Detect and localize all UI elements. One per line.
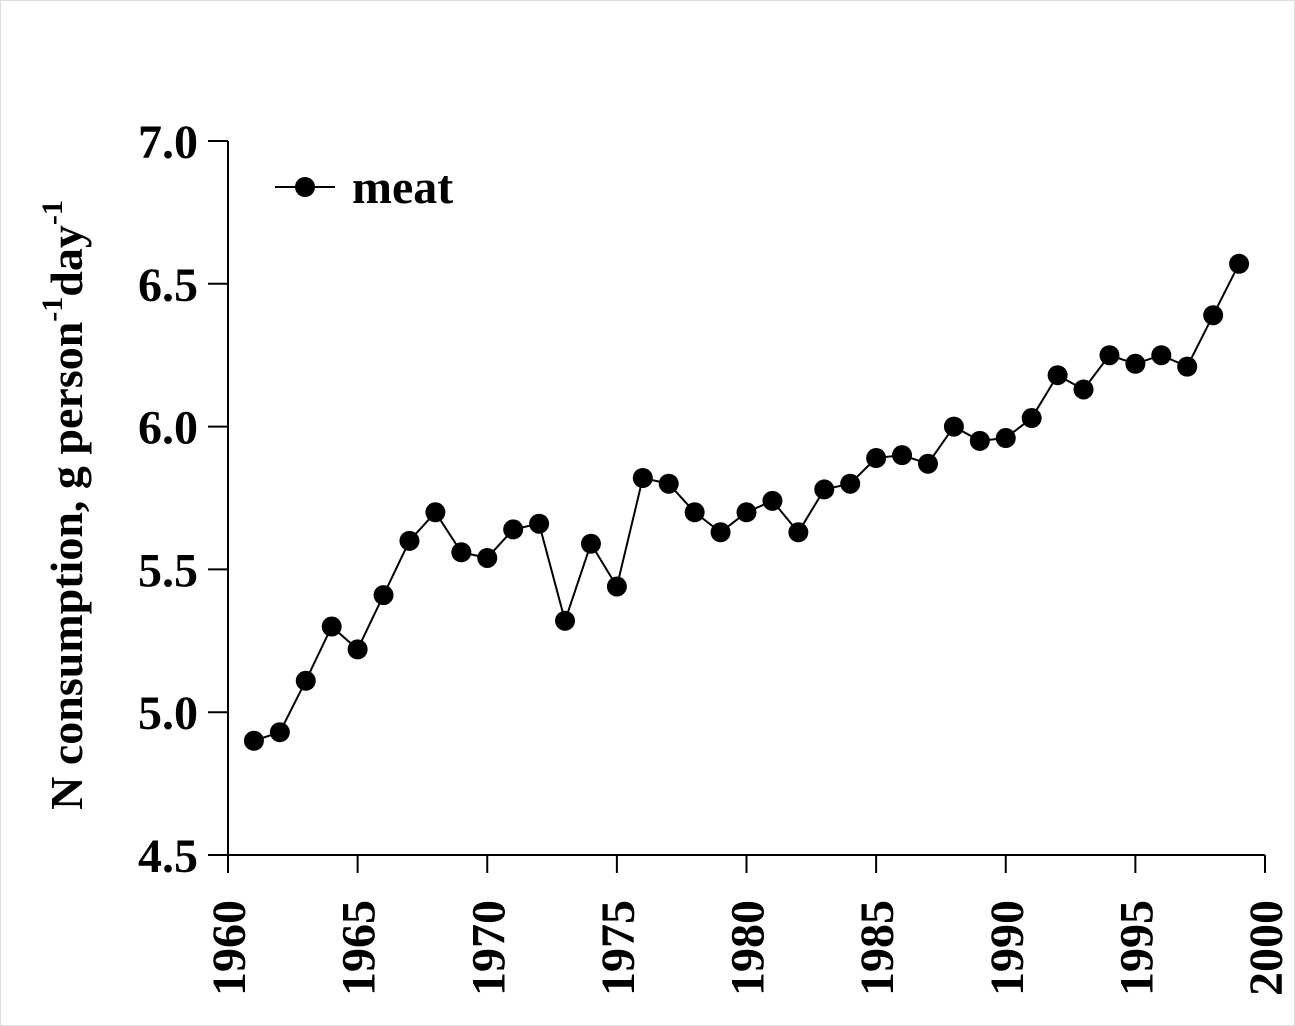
point bbox=[1177, 356, 1198, 377]
point bbox=[1073, 379, 1094, 400]
point bbox=[684, 502, 705, 523]
point bbox=[1021, 408, 1042, 429]
legend-marker bbox=[295, 177, 315, 197]
point bbox=[503, 519, 524, 540]
point bbox=[1229, 253, 1250, 274]
y-label-part: day bbox=[41, 225, 92, 297]
y-axis-label: N consumption, g person-1day-1 bbox=[36, 200, 92, 810]
point bbox=[710, 522, 731, 543]
point bbox=[943, 416, 964, 437]
y-label-part: N consumption, g person bbox=[41, 322, 92, 810]
x-tick-label: 2000 bbox=[1240, 900, 1293, 996]
point bbox=[1151, 345, 1172, 366]
point bbox=[892, 445, 913, 466]
point bbox=[606, 576, 627, 597]
y-tick-label: 4.5 bbox=[138, 830, 198, 883]
point bbox=[321, 616, 342, 637]
y-tick-label: 6.0 bbox=[138, 402, 198, 455]
point bbox=[477, 547, 498, 568]
x-tick-label: 1970 bbox=[462, 900, 515, 996]
point bbox=[1047, 365, 1068, 386]
x-tick-label: 1985 bbox=[851, 900, 904, 996]
y-tick-label: 7.0 bbox=[138, 116, 198, 169]
point bbox=[555, 610, 576, 631]
point bbox=[373, 585, 394, 606]
y-label-sup: -1 bbox=[36, 297, 69, 322]
point bbox=[917, 453, 938, 474]
x-tick-label: 1965 bbox=[333, 900, 386, 996]
point bbox=[243, 730, 264, 751]
point bbox=[399, 530, 420, 551]
point bbox=[1099, 345, 1120, 366]
y-tick-label: 6.5 bbox=[138, 259, 198, 312]
x-tick-label: 1980 bbox=[722, 900, 775, 996]
point bbox=[762, 490, 783, 511]
point bbox=[632, 468, 653, 489]
point bbox=[658, 473, 679, 494]
y-tick-label: 5.5 bbox=[138, 544, 198, 597]
point bbox=[295, 670, 316, 691]
point bbox=[451, 542, 472, 563]
point bbox=[580, 533, 601, 554]
y-tick-label: 5.0 bbox=[138, 687, 198, 740]
point bbox=[788, 522, 809, 543]
x-tick-label: 1960 bbox=[203, 900, 256, 996]
point bbox=[866, 448, 887, 469]
y-label-sup: -1 bbox=[36, 200, 69, 225]
x-tick-label: 1995 bbox=[1110, 900, 1163, 996]
x-tick-label: 1975 bbox=[592, 900, 645, 996]
point bbox=[814, 479, 835, 500]
point bbox=[969, 430, 990, 451]
point bbox=[269, 722, 290, 743]
point bbox=[736, 502, 757, 523]
point bbox=[529, 513, 550, 534]
legend-label: meat bbox=[352, 161, 453, 214]
point bbox=[425, 502, 446, 523]
point bbox=[347, 639, 368, 660]
x-tick-label: 1990 bbox=[981, 900, 1034, 996]
point bbox=[1203, 305, 1224, 326]
point bbox=[840, 473, 861, 494]
point bbox=[995, 428, 1016, 449]
point bbox=[1125, 353, 1146, 374]
